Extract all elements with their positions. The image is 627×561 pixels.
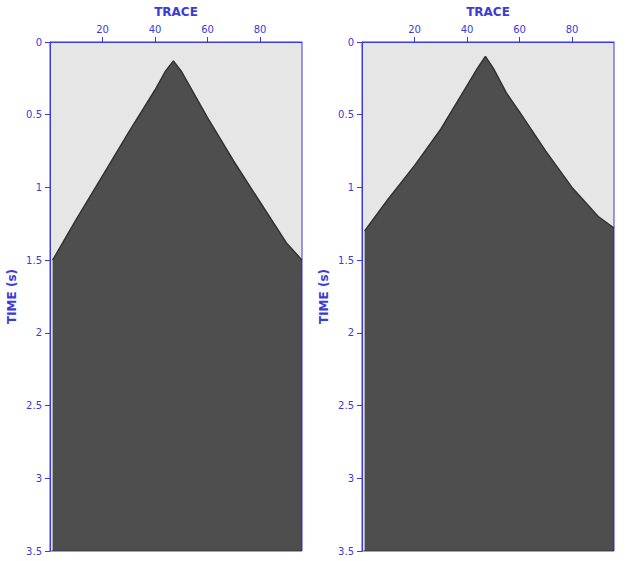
- svg-text:TRACE: TRACE: [154, 5, 198, 19]
- svg-text:20: 20: [408, 24, 421, 35]
- svg-text:0.5: 0.5: [338, 109, 354, 120]
- svg-text:2: 2: [348, 327, 354, 338]
- svg-text:60: 60: [513, 24, 526, 35]
- svg-text:3: 3: [36, 473, 42, 484]
- svg-text:1.5: 1.5: [338, 255, 354, 266]
- svg-text:1: 1: [36, 182, 42, 193]
- svg-text:0.5: 0.5: [26, 109, 42, 120]
- svg-text:3.5: 3.5: [338, 546, 354, 557]
- svg-text:60: 60: [201, 24, 214, 35]
- svg-text:40: 40: [149, 24, 162, 35]
- svg-text:80: 80: [254, 24, 267, 35]
- svg-text:80: 80: [566, 24, 579, 35]
- svg-text:TIME (s): TIME (s): [5, 269, 19, 324]
- svg-text:1.5: 1.5: [26, 255, 42, 266]
- svg-text:TIME (s): TIME (s): [317, 269, 331, 324]
- svg-text:0: 0: [36, 37, 42, 48]
- svg-text:0: 0: [348, 37, 354, 48]
- svg-text:20: 20: [96, 24, 109, 35]
- svg-text:2.5: 2.5: [338, 400, 354, 411]
- svg-text:2.5: 2.5: [26, 400, 42, 411]
- svg-text:40: 40: [461, 24, 474, 35]
- svg-text:1: 1: [348, 182, 354, 193]
- svg-text:2: 2: [36, 327, 42, 338]
- svg-text:3: 3: [348, 473, 354, 484]
- svg-text:TRACE: TRACE: [466, 5, 510, 19]
- svg-text:3.5: 3.5: [26, 546, 42, 557]
